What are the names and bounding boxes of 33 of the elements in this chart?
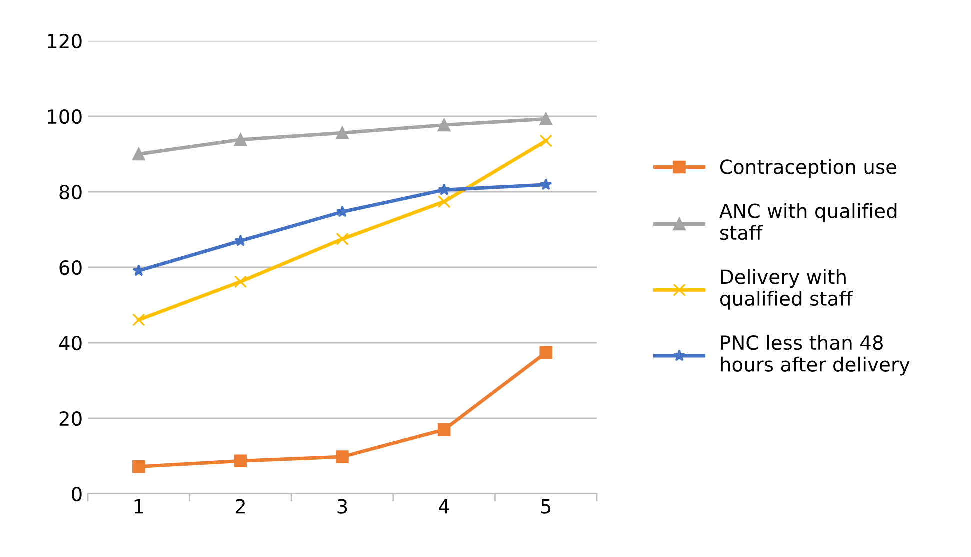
point bbox=[540, 178, 552, 190]
x-tick-label: 5 bbox=[541, 499, 551, 514]
point bbox=[438, 184, 450, 196]
point bbox=[336, 450, 349, 464]
x-tick-label: 4 bbox=[439, 499, 450, 514]
point bbox=[336, 232, 349, 246]
point bbox=[234, 134, 248, 146]
point bbox=[132, 460, 146, 474]
point bbox=[336, 126, 349, 140]
y-tick-label: 0 bbox=[72, 486, 82, 502]
point bbox=[540, 134, 552, 148]
y-tick-label: 80 bbox=[60, 184, 82, 200]
y-tick-label: 120 bbox=[48, 34, 82, 49]
y-tick-label: 100 bbox=[48, 109, 82, 124]
point bbox=[234, 454, 248, 468]
legend-label: Contraception use bbox=[720, 159, 897, 178]
point bbox=[438, 423, 451, 436]
x-tick-label: 1 bbox=[134, 499, 144, 514]
point bbox=[132, 314, 146, 326]
legend-label: ANC with qualified staff bbox=[720, 203, 897, 240]
y-tick-label: 60 bbox=[60, 260, 82, 276]
point bbox=[438, 118, 451, 132]
legend-label: Delivery with qualified staff bbox=[720, 269, 854, 310]
point bbox=[540, 346, 552, 360]
x-tick-label: 3 bbox=[338, 499, 348, 514]
x-tick-label: 2 bbox=[236, 499, 245, 514]
point bbox=[132, 148, 146, 161]
point bbox=[438, 195, 451, 208]
point bbox=[540, 112, 552, 126]
y-tick-label: 20 bbox=[60, 411, 82, 426]
point bbox=[234, 275, 248, 288]
legend-label: PNC less than 48 hours after delivery bbox=[721, 335, 910, 376]
y-tick-label: 40 bbox=[59, 336, 82, 351]
